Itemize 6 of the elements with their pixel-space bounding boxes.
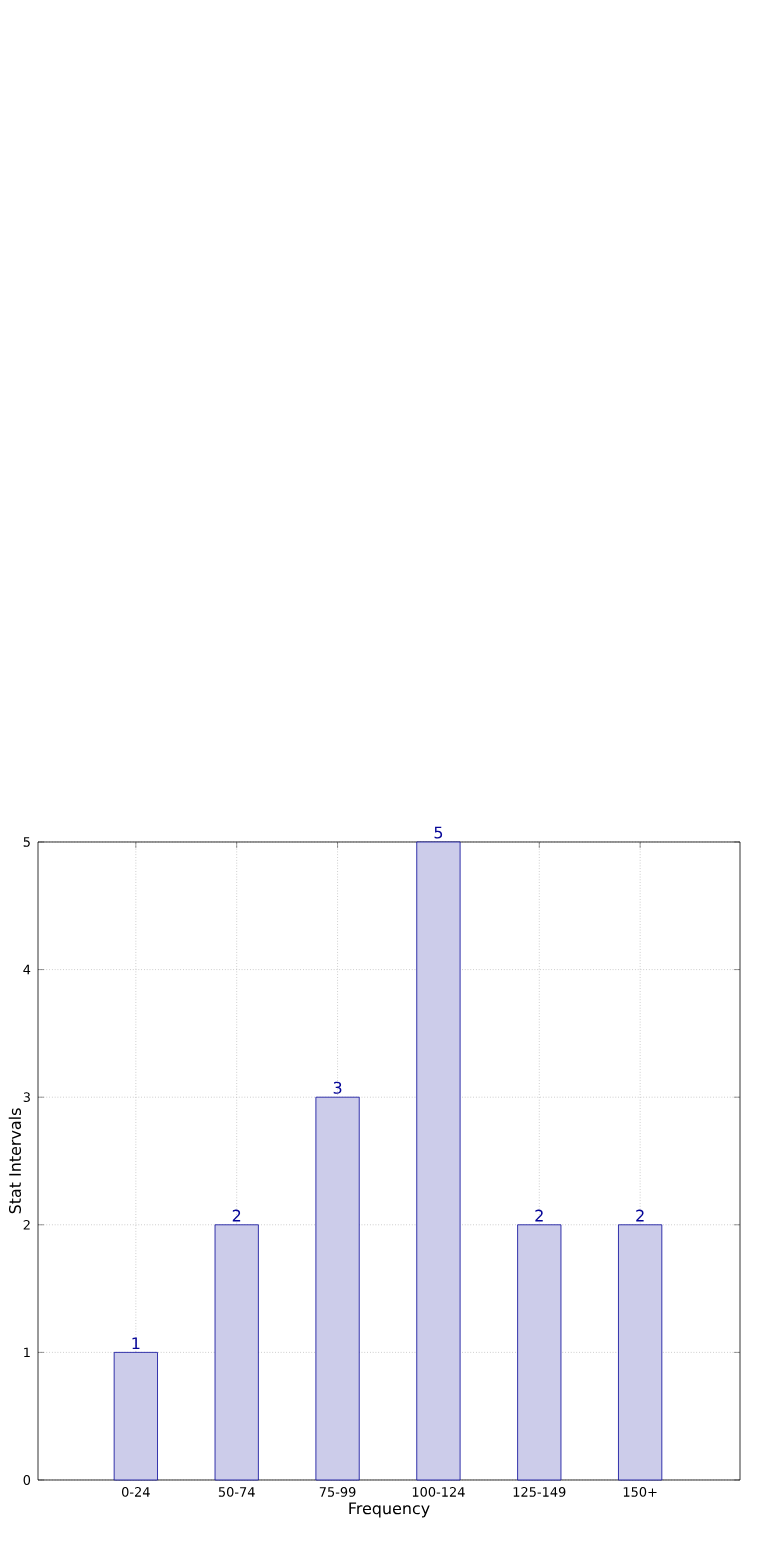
bar	[618, 1224, 663, 1481]
bar	[315, 1096, 360, 1481]
bar	[517, 1224, 562, 1481]
bar	[113, 1351, 158, 1481]
bar	[214, 1224, 259, 1481]
bar	[416, 841, 461, 1481]
